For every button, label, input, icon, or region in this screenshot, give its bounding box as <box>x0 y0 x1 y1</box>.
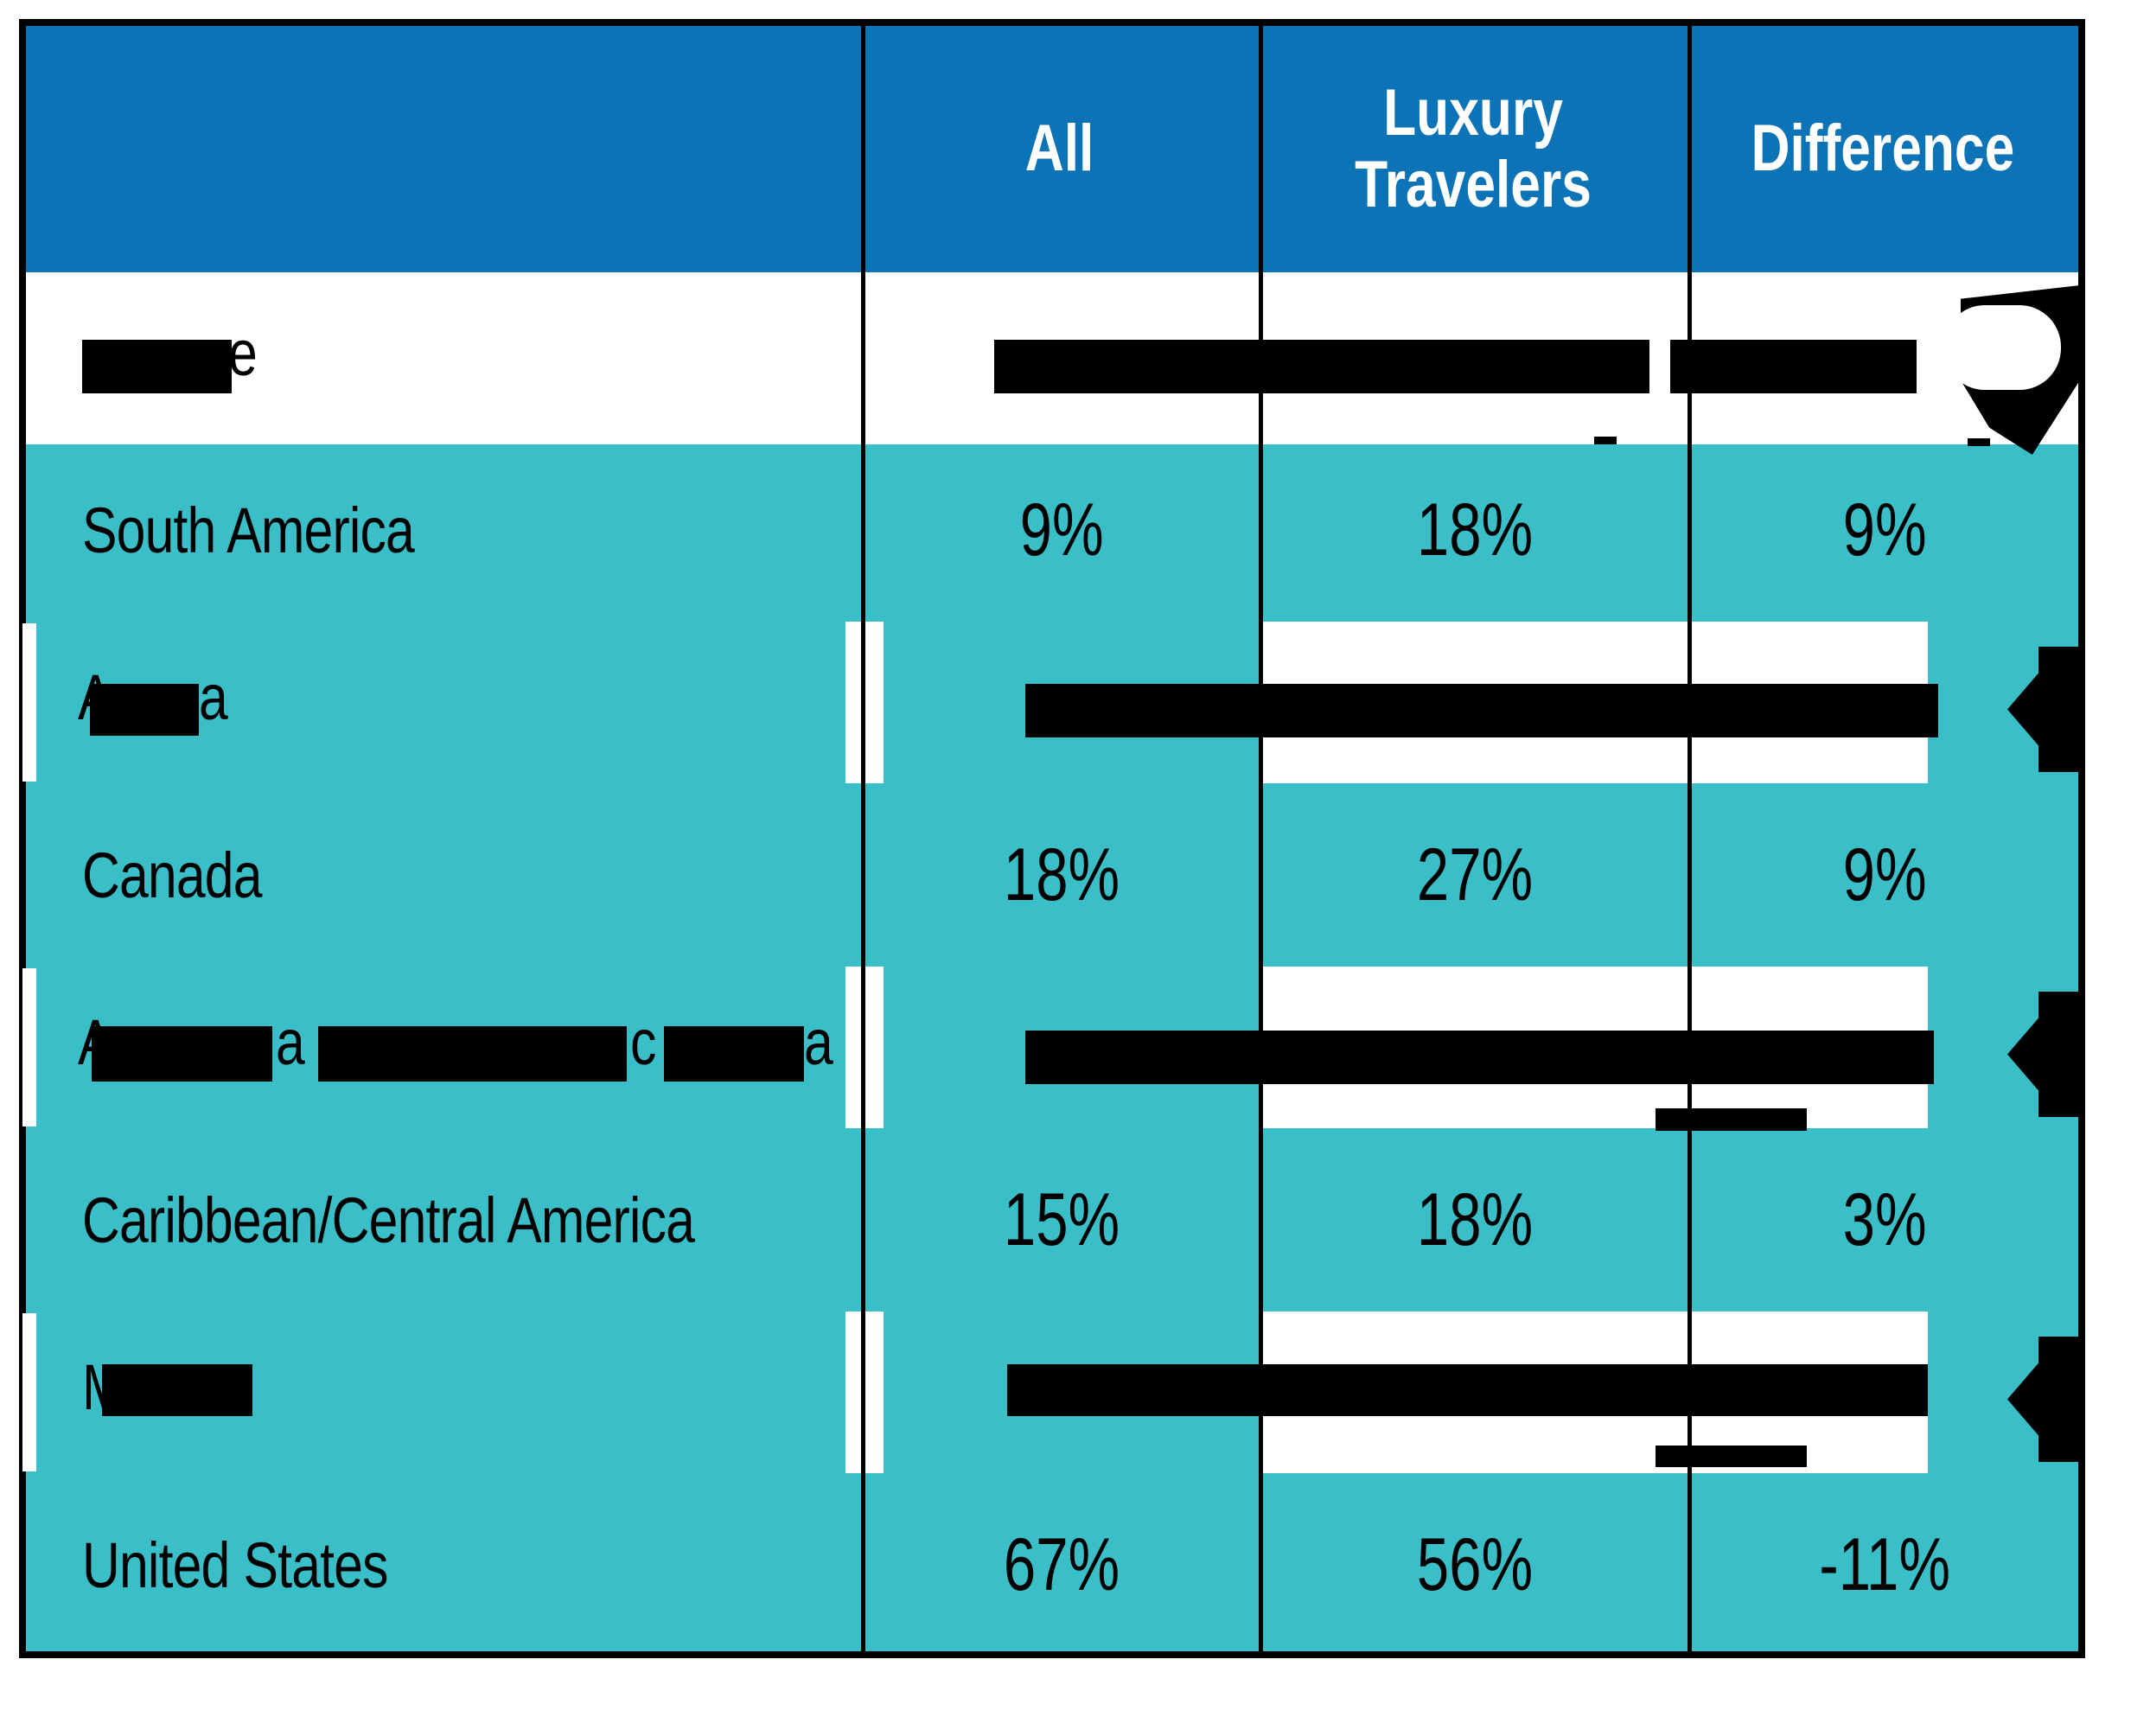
white-redaction-blob <box>1943 305 2061 390</box>
redaction-bar <box>318 1026 627 1082</box>
column-header-all: All <box>861 26 1259 272</box>
table-row: United States 67% 56% -11% <box>26 1478 2078 1651</box>
value-all: 67% <box>1004 1522 1120 1606</box>
redaction-bar-small <box>1656 1446 1807 1467</box>
redaction-bar <box>82 340 232 393</box>
value-all: 15% <box>1004 1178 1120 1261</box>
value-luxury: 56% <box>1417 1522 1534 1606</box>
table-row: M <box>22 1306 2078 1478</box>
column-divider <box>1687 26 1692 1651</box>
column-divider <box>1259 26 1263 1651</box>
table-row: Caribbean/Central America 15% 18% 3% <box>26 1133 2078 1306</box>
table-row: e <box>26 272 2080 455</box>
label-fragment: c <box>630 1006 657 1078</box>
redaction-bar <box>664 1026 804 1082</box>
redaction-bar <box>102 1364 252 1416</box>
value-difference: 9% <box>1843 833 1927 916</box>
column-divider <box>861 26 865 1651</box>
column-header-all-label: All <box>1025 112 1094 186</box>
label-fragment: a <box>804 1006 833 1078</box>
row-label: South America <box>82 495 415 566</box>
redaction-bar <box>1007 1364 1928 1416</box>
value-luxury: 18% <box>1417 1178 1534 1261</box>
table-row: South America 9% 18% 9% <box>26 444 2078 616</box>
value-luxury: 18% <box>1417 488 1534 571</box>
table-row: A a <box>22 616 2078 789</box>
redaction-speck <box>1594 437 1617 444</box>
white-redaction-sliver <box>22 623 36 782</box>
white-redaction-sliver <box>22 1313 36 1471</box>
value-all: 18% <box>1004 833 1120 916</box>
label-fragment: a <box>199 661 228 733</box>
redaction-bar <box>994 340 1649 393</box>
value-difference: -11% <box>1819 1522 1951 1606</box>
column-header-difference: Difference <box>1687 26 2078 272</box>
table-row: A a c a <box>22 961 2078 1133</box>
row-label: United States <box>82 1529 388 1601</box>
column-header-difference-label: Difference <box>1751 112 2015 186</box>
label-fragment: a <box>276 1006 305 1078</box>
black-diamond-shape <box>2007 647 2078 772</box>
redaction-bar <box>1025 1031 1934 1084</box>
label-fragment: e <box>228 317 258 389</box>
black-diamond-shape <box>2007 1337 2078 1462</box>
value-luxury: 27% <box>1417 833 1534 916</box>
redaction-bar <box>90 684 199 736</box>
column-header-luxury-travelers: Luxury Travelers <box>1259 26 1687 272</box>
table-row: Canada 18% 27% 9% <box>26 789 2078 961</box>
column-header-luxury-travelers-label: Luxury Travelers <box>1355 76 1592 221</box>
redaction-bar <box>92 1026 272 1082</box>
redaction-bar <box>1025 684 1938 737</box>
black-diamond-shape <box>2007 992 2078 1117</box>
row-label: Caribbean/Central America <box>82 1184 695 1256</box>
white-redaction-sliver <box>22 968 36 1126</box>
value-all: 9% <box>1020 488 1104 571</box>
redaction-speck <box>1968 438 1990 446</box>
table-header: All Luxury Travelers Difference <box>26 26 2078 272</box>
value-difference: 9% <box>1843 488 1927 571</box>
row-label: Canada <box>82 839 262 911</box>
redaction-bar <box>1670 340 1917 393</box>
value-difference: 3% <box>1843 1178 1927 1261</box>
redaction-bar-small <box>1656 1108 1807 1131</box>
